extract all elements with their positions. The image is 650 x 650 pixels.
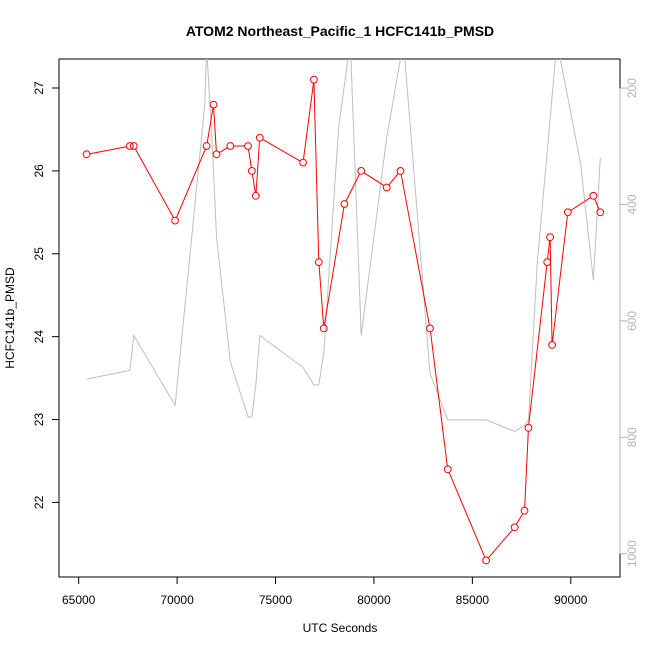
x-tick-label: 75000 bbox=[259, 593, 293, 607]
y2-tick-label: 400 bbox=[625, 194, 639, 214]
data-point bbox=[426, 324, 434, 333]
series-line-segment bbox=[323, 207, 345, 326]
data-point bbox=[299, 158, 308, 167]
data-point bbox=[212, 150, 221, 159]
series-line-segment bbox=[594, 198, 600, 210]
data-point bbox=[226, 142, 235, 150]
series-line-segment bbox=[206, 107, 214, 143]
data-point bbox=[244, 142, 252, 150]
x-axis-label: UTC Seconds bbox=[303, 621, 378, 635]
data-point bbox=[543, 258, 552, 267]
y2-tick-label: 800 bbox=[625, 427, 639, 447]
y-axis-left: 22 23 24 25 26 27 bbox=[32, 81, 60, 509]
data-point bbox=[546, 233, 554, 242]
secondary-series-line bbox=[86, 59, 601, 433]
data-point bbox=[209, 100, 218, 109]
series-line-segment bbox=[430, 331, 448, 466]
y-tick-label: 24 bbox=[32, 330, 46, 344]
series-line-segment bbox=[547, 240, 551, 259]
series-line-segment bbox=[176, 149, 206, 218]
plot-area bbox=[82, 59, 605, 565]
chart-title: ATOM2 Northeast_Pacific_1 HCFC141b_PMSD bbox=[186, 23, 494, 39]
data-point bbox=[340, 200, 349, 208]
y-tick-label: 23 bbox=[32, 413, 46, 427]
series-line-segment bbox=[552, 215, 568, 342]
series-line-segment bbox=[363, 172, 385, 187]
data-point bbox=[171, 216, 180, 225]
data-point bbox=[396, 167, 405, 175]
series-line-segment bbox=[549, 240, 553, 342]
data-point bbox=[548, 341, 556, 349]
data-point bbox=[443, 465, 452, 474]
series-line-segment bbox=[248, 149, 252, 168]
data-point bbox=[82, 150, 91, 159]
y-tick-label: 22 bbox=[32, 495, 46, 509]
series-line-segment bbox=[318, 265, 324, 326]
y2-tick-label: 200 bbox=[625, 78, 639, 98]
x-tick-label: 80000 bbox=[357, 593, 391, 607]
x-tick-label: 70000 bbox=[160, 593, 194, 607]
y-axis-label: HCFC141b_PMSD bbox=[3, 267, 17, 369]
data-point bbox=[357, 167, 366, 175]
y-tick-label: 25 bbox=[32, 247, 46, 261]
x-tick-label: 65000 bbox=[62, 593, 96, 607]
data-point bbox=[482, 556, 491, 565]
data-point bbox=[596, 208, 605, 217]
series-line-segment bbox=[388, 173, 399, 186]
data-point bbox=[310, 75, 318, 84]
data-point bbox=[563, 208, 572, 217]
data-point bbox=[125, 142, 134, 150]
x-axis: 65000 70000 75000 80000 85000 90000 bbox=[62, 576, 588, 607]
series-line-segment bbox=[89, 146, 127, 155]
series-line-segment bbox=[213, 107, 217, 151]
series-line-segment bbox=[448, 472, 486, 558]
y-axis-right: 200 400 600 800 1000 bbox=[619, 78, 639, 567]
data-point bbox=[202, 142, 211, 150]
y2-tick-label: 1000 bbox=[625, 540, 639, 567]
y2-tick-label: 600 bbox=[625, 311, 639, 331]
data-point bbox=[129, 142, 138, 150]
data-point bbox=[248, 167, 256, 175]
plot-frame bbox=[58, 58, 621, 578]
series-line-segment bbox=[570, 197, 591, 211]
series-line-segment bbox=[313, 83, 320, 259]
data-point bbox=[255, 133, 264, 142]
data-point bbox=[314, 258, 323, 267]
y-tick-label: 27 bbox=[32, 81, 46, 95]
series-line-segment bbox=[524, 431, 529, 508]
data-point bbox=[520, 506, 529, 515]
series-line-segment bbox=[345, 173, 361, 202]
series-line-segment bbox=[515, 513, 524, 525]
series-line-segment bbox=[219, 147, 228, 154]
data-point bbox=[382, 183, 391, 192]
series-line-segment bbox=[251, 174, 256, 193]
data-point bbox=[524, 423, 533, 432]
series-line-segment bbox=[528, 265, 548, 425]
y-tick-label: 26 bbox=[32, 164, 46, 178]
data-point bbox=[510, 523, 519, 532]
data-point bbox=[319, 324, 328, 333]
series-line-segment bbox=[262, 138, 301, 162]
series-line-segment bbox=[134, 148, 174, 218]
x-tick-label: 85000 bbox=[456, 593, 490, 607]
series-line-segment bbox=[303, 83, 314, 160]
data-point bbox=[251, 191, 260, 200]
series-line-segment bbox=[400, 174, 430, 326]
series-line-segment bbox=[488, 529, 513, 559]
x-tick-label: 90000 bbox=[554, 593, 588, 607]
series-line-segment bbox=[255, 141, 260, 193]
data-point bbox=[589, 191, 598, 200]
